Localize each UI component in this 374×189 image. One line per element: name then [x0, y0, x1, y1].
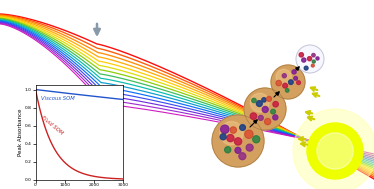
Circle shape	[253, 136, 260, 143]
Circle shape	[302, 58, 306, 62]
Circle shape	[316, 57, 319, 60]
Circle shape	[307, 57, 312, 61]
Circle shape	[252, 98, 256, 103]
Circle shape	[245, 130, 253, 138]
Circle shape	[271, 65, 305, 99]
Text: Viscous SOM: Viscous SOM	[42, 96, 75, 101]
Circle shape	[267, 96, 272, 101]
Circle shape	[246, 144, 253, 151]
Circle shape	[230, 127, 236, 133]
Circle shape	[271, 109, 275, 114]
Circle shape	[289, 80, 293, 84]
Circle shape	[292, 70, 296, 74]
Circle shape	[235, 147, 241, 153]
Circle shape	[234, 138, 242, 145]
Circle shape	[244, 88, 286, 130]
Circle shape	[239, 153, 246, 160]
Circle shape	[312, 64, 314, 67]
Y-axis label: Peak Absorbance: Peak Absorbance	[18, 108, 24, 156]
Circle shape	[212, 115, 264, 167]
Circle shape	[273, 115, 278, 120]
Circle shape	[220, 134, 226, 140]
Circle shape	[227, 135, 234, 142]
Circle shape	[299, 53, 303, 57]
Circle shape	[283, 83, 288, 88]
Circle shape	[221, 125, 229, 133]
Circle shape	[250, 93, 269, 112]
Circle shape	[293, 109, 374, 189]
Circle shape	[262, 107, 268, 112]
Circle shape	[294, 77, 297, 80]
Circle shape	[304, 66, 308, 70]
Circle shape	[250, 113, 257, 119]
Circle shape	[276, 69, 291, 84]
Circle shape	[307, 123, 363, 179]
Circle shape	[312, 60, 315, 63]
Circle shape	[296, 45, 324, 73]
Circle shape	[258, 115, 263, 120]
Circle shape	[276, 80, 281, 86]
Circle shape	[297, 81, 300, 84]
Circle shape	[282, 74, 286, 78]
Circle shape	[240, 125, 245, 130]
Circle shape	[264, 119, 271, 125]
Circle shape	[262, 98, 266, 102]
Circle shape	[273, 101, 278, 107]
Circle shape	[317, 133, 353, 169]
Circle shape	[285, 89, 289, 92]
Text: Fluid SOM: Fluid SOM	[41, 115, 64, 136]
Circle shape	[225, 147, 231, 153]
Circle shape	[220, 122, 243, 145]
Circle shape	[257, 101, 262, 107]
Circle shape	[312, 53, 315, 57]
